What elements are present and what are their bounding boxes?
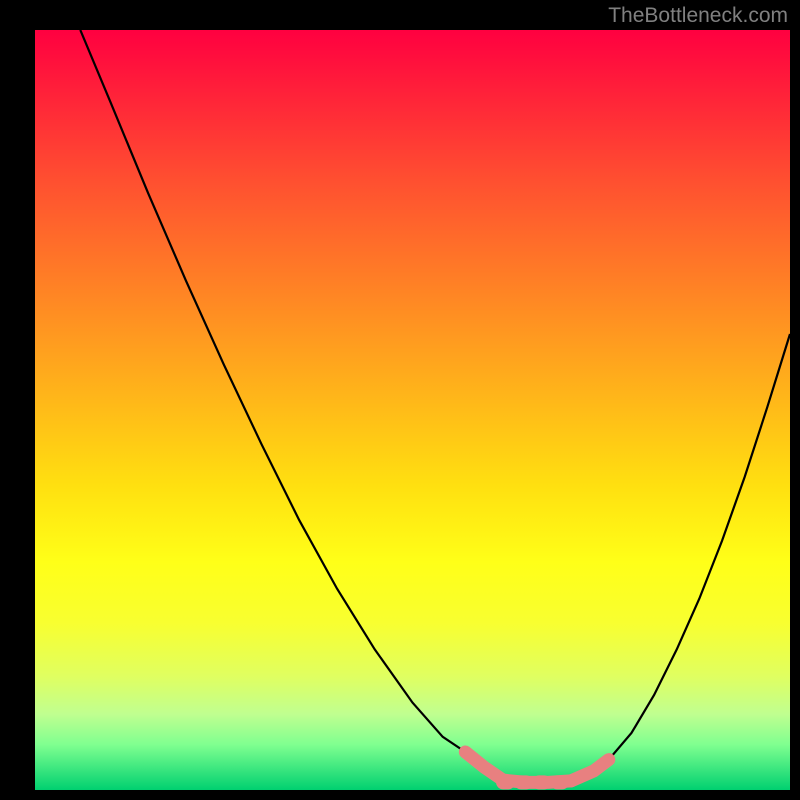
watermark-text: TheBottleneck.com	[608, 4, 788, 28]
plot-area	[35, 30, 790, 790]
bottleneck-curve	[80, 30, 790, 782]
curve-overlay	[35, 30, 790, 790]
